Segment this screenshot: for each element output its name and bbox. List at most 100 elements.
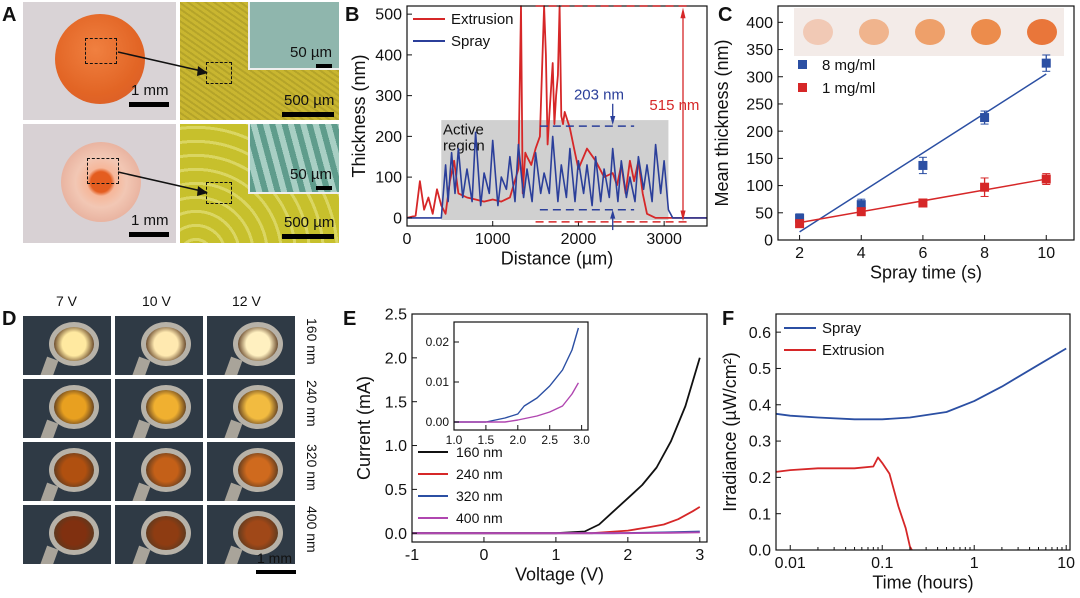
led-photo xyxy=(207,316,295,375)
irradiance-line xyxy=(775,456,913,551)
x-tick-label: 1 xyxy=(970,555,979,572)
led-lead xyxy=(223,419,243,438)
x-tick-label: 3.0 xyxy=(573,433,590,447)
panel-label-c: C xyxy=(718,4,733,26)
droplet xyxy=(971,19,1001,45)
droplet xyxy=(859,19,889,45)
x-axis-label: Voltage (V) xyxy=(515,564,604,584)
plot-frame xyxy=(411,313,708,543)
legend-label: Spray xyxy=(451,33,491,50)
arrowhead xyxy=(610,116,616,125)
x-tick-label: 8 xyxy=(980,245,989,262)
legend-label: 400 nm xyxy=(456,510,503,526)
led-photo xyxy=(115,379,203,438)
led-lead xyxy=(223,482,243,501)
current-voltage-chart: -1 0 1 2 3 0.0 0.5 1.0 1.5 2.0 2.5 Voltage (V) Curre… xyxy=(354,307,708,584)
led-lead xyxy=(223,356,243,375)
y-tick-label: 400 xyxy=(375,47,402,64)
led-photo xyxy=(207,379,295,438)
x-tick-label: 0 xyxy=(479,547,488,564)
x-tick-label: 4 xyxy=(857,245,866,262)
x-tick-label: 10 xyxy=(1057,555,1075,572)
iv-line xyxy=(412,357,701,535)
x-axis-label: Distance (µm) xyxy=(501,248,613,268)
micrograph-spray: 50 µm 500 µm xyxy=(180,124,339,243)
y-tick-label: 0.6 xyxy=(749,325,771,342)
data-point xyxy=(1041,58,1051,68)
x-tick-label: -1 xyxy=(405,547,419,564)
spray-height-label: 203 nm xyxy=(574,87,624,104)
x-tick-label: 6 xyxy=(918,245,927,262)
x-tick-label: 2 xyxy=(795,245,804,262)
y-tick-label: 0 xyxy=(393,210,402,227)
led-electrode xyxy=(141,322,191,366)
column-label: 7 V xyxy=(56,293,78,309)
inset-background xyxy=(454,322,588,430)
y-tick-label: 2.5 xyxy=(385,307,407,324)
plot-frame xyxy=(777,5,1075,241)
arrowhead xyxy=(610,209,616,219)
scale-label: 1 mm xyxy=(131,82,169,99)
droplet xyxy=(803,19,833,45)
led-photo-grid xyxy=(23,316,298,568)
panel-label-e: E xyxy=(343,308,357,330)
led-lead xyxy=(223,545,243,564)
x-tick-label: 1 xyxy=(551,547,560,564)
led-electrode xyxy=(49,322,99,366)
legend-label: 320 nm xyxy=(456,488,503,504)
y-tick-label: 150 xyxy=(746,151,773,168)
x-tick-label: 0.01 xyxy=(775,555,806,572)
x-tick-label: 0.1 xyxy=(871,555,893,572)
data-point xyxy=(980,113,990,123)
zoom-box xyxy=(85,38,117,64)
inset-line xyxy=(454,327,580,423)
droplet-photo-spray: 1 mm xyxy=(23,124,176,243)
arrowhead xyxy=(680,7,686,19)
column-label: 10 V xyxy=(142,293,171,309)
micrograph-extrusion: 50 µm 500 µm xyxy=(180,2,339,120)
led-photo xyxy=(207,442,295,501)
scale-label: 1 mm xyxy=(131,212,169,229)
x-tick-label: 1.0 xyxy=(446,433,463,447)
legend-label: 160 nm xyxy=(456,444,503,460)
extrusion-line xyxy=(406,5,707,219)
y-tick-label: 0.01 xyxy=(426,375,450,389)
y-axis-label: Mean thickness (nm) xyxy=(712,39,732,206)
legend-label: 1 mg/ml xyxy=(822,80,875,97)
led-lead xyxy=(131,419,151,438)
panel-label-f: F xyxy=(722,308,735,330)
arrowhead xyxy=(680,210,686,222)
led-lead xyxy=(131,545,151,564)
scale-bar xyxy=(256,570,296,574)
legend-label: 8 mg/ml xyxy=(822,57,875,74)
y-tick-label: 0.5 xyxy=(749,361,771,378)
scale-label: 50 µm xyxy=(290,166,332,183)
x-tick-label: 1.5 xyxy=(478,433,495,447)
y-tick-label: 1.5 xyxy=(385,394,407,411)
droplet xyxy=(1027,19,1057,45)
panel-label-b: B xyxy=(345,4,360,26)
panel-label-a: A xyxy=(2,4,17,26)
led-photo xyxy=(115,442,203,501)
extrusion-height-label: 515 nm xyxy=(649,97,699,114)
y-tick-label: 200 xyxy=(375,129,402,146)
led-electrode xyxy=(233,511,283,555)
led-lead xyxy=(131,356,151,375)
spray-line xyxy=(407,131,707,219)
led-lead xyxy=(131,482,151,501)
led-lead xyxy=(39,356,59,375)
led-electrode xyxy=(233,322,283,366)
y-axis-label: Thickness (nm) xyxy=(349,54,369,177)
data-point xyxy=(918,198,928,208)
row-label: 320 nm xyxy=(304,444,320,491)
zoom-box xyxy=(206,62,232,84)
x-tick-label: 2000 xyxy=(561,231,597,248)
y-tick-label: 400 xyxy=(746,15,773,32)
y-tick-label: 2.0 xyxy=(385,350,407,367)
led-electrode xyxy=(49,511,99,555)
row-label: 240 nm xyxy=(304,380,320,427)
legend-label: 240 nm xyxy=(456,466,503,482)
y-tick-label: 100 xyxy=(746,178,773,195)
led-photo xyxy=(207,505,295,564)
